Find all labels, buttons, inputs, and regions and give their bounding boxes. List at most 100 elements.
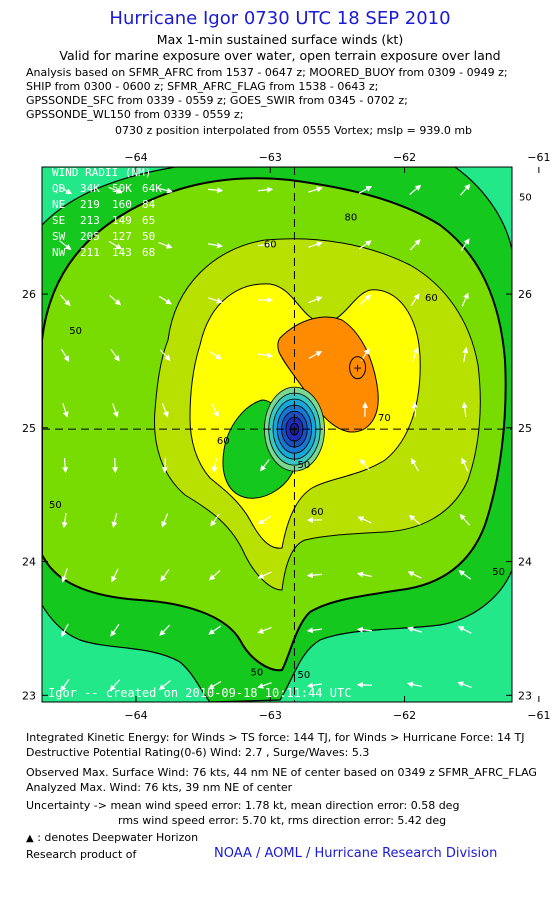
wind-arrow xyxy=(159,624,171,636)
rms-line: rms wind speed error: 5.70 kt, rms direc… xyxy=(118,814,447,827)
wind-arrow xyxy=(409,239,421,251)
wind-arrow xyxy=(111,568,119,583)
wind-arrow xyxy=(409,184,422,195)
ike-line: Integrated Kinetic Energy: for Winds > T… xyxy=(26,731,525,744)
wind-arrow xyxy=(410,293,420,307)
wind-arrows xyxy=(58,183,472,692)
wind-arrow xyxy=(258,352,274,359)
wind-arrow xyxy=(257,682,272,689)
wind-radii-header-cell: QD xyxy=(52,182,65,195)
wind-arrow xyxy=(161,457,168,474)
wind-radii-header-cell: 64K xyxy=(142,182,162,195)
wind-arrow xyxy=(210,513,220,527)
wind-arrow xyxy=(158,187,173,194)
wind-radii-header-cell: 50K xyxy=(112,182,132,195)
wind-arrow xyxy=(61,623,69,638)
wind-arrow xyxy=(108,186,123,194)
contour-label: 50 xyxy=(297,460,310,471)
created-credit: Igor -- created on 2010-09-18 10:11:44 U… xyxy=(48,686,351,700)
contour-label: 50 xyxy=(297,670,310,681)
deepwater-legend: ▲ : denotes Deepwater Horizon xyxy=(26,831,199,844)
y-tick-label: 25 xyxy=(518,422,532,435)
page-title: Hurricane Igor 0730 UTC 18 SEP 2010 xyxy=(109,8,451,29)
wind-arrow xyxy=(109,294,122,306)
x-tick-label: −61 xyxy=(527,709,550,722)
wind-arrow xyxy=(358,240,372,250)
wind-arrow xyxy=(158,241,173,249)
wind-arrow xyxy=(62,457,69,474)
wind-arrow xyxy=(260,459,270,472)
wind-arrow xyxy=(208,569,221,581)
wind-arrow xyxy=(62,403,69,418)
contour-label: 60 xyxy=(217,436,230,447)
wind-arrow xyxy=(411,401,418,418)
wind-arrow xyxy=(461,457,469,472)
wind-arrow xyxy=(111,513,118,528)
position-note: 0730 z position interpolated from 0555 V… xyxy=(115,124,473,137)
x-tick-label: −64 xyxy=(124,151,147,164)
wind-radii-cell: 127 xyxy=(112,230,132,243)
x-tick-label: −63 xyxy=(259,709,282,722)
y-tick-label: 24 xyxy=(22,556,36,569)
y-tick-label: 23 xyxy=(22,689,36,702)
analyzed-max-line: Analyzed Max. Wind: 76 kts, 39 nm NE of … xyxy=(26,781,293,794)
wind-arrow xyxy=(60,678,70,692)
wind-arrow xyxy=(461,292,469,307)
contour-label: 60 xyxy=(264,239,277,250)
wind-arrow xyxy=(359,294,372,306)
contour-label: 60 xyxy=(425,293,438,304)
y-tick-label: 26 xyxy=(518,288,532,301)
wind-arrow xyxy=(308,351,323,359)
wind-arrow xyxy=(109,679,121,692)
wind-arrow xyxy=(211,403,219,418)
contour-label: 70 xyxy=(378,413,391,424)
x-tick-label: −63 xyxy=(259,151,282,164)
wind-radii-cell: 160 xyxy=(112,198,132,211)
x-tick-label: −62 xyxy=(393,709,416,722)
wind-arrow xyxy=(110,348,120,362)
wind-arrow xyxy=(208,625,222,635)
wind-arrow xyxy=(61,568,68,583)
wind-arrow xyxy=(308,296,323,304)
wind-arrow xyxy=(461,401,468,418)
contour-label: 50 xyxy=(250,667,263,678)
research-org-link[interactable]: NOAA / AOML / Hurricane Research Divisio… xyxy=(214,846,498,861)
wind-radii-table: WIND RADII (NM) QD 34K 50K 64K NE 219 160 84 SE… xyxy=(52,166,162,259)
wind-arrow xyxy=(407,626,422,633)
wind-arrow xyxy=(208,350,222,360)
wind-radii-cell: NE xyxy=(52,198,65,211)
wind-arrow xyxy=(458,570,471,580)
wind-arrow xyxy=(158,680,171,691)
y-tick-label: 26 xyxy=(22,288,36,301)
wind-radii-header-cell: 34K xyxy=(80,182,100,195)
wind-arrow xyxy=(59,294,71,307)
x-tick-label: −64 xyxy=(124,709,147,722)
wind-arrow xyxy=(459,513,471,526)
wind-arrow xyxy=(58,185,73,195)
wind-arrow xyxy=(357,571,372,578)
contour-label: 50 xyxy=(69,326,82,337)
wind-radii-cell: 68 xyxy=(142,246,155,259)
wind-arrow xyxy=(110,623,120,637)
subtitle-winds: Max 1-min sustained surface winds (kt) xyxy=(156,32,404,47)
max-wind-contour xyxy=(349,356,367,380)
oil-platform-icon: ▲ xyxy=(26,833,34,844)
wind-arrow xyxy=(356,681,373,688)
analysis-line: Analysis based on SFMR_AFRC from 1537 - … xyxy=(26,66,508,79)
wind-arrow xyxy=(462,346,469,362)
wind-radii-row: SW 205 127 50 xyxy=(52,230,155,243)
wind-arrow xyxy=(359,458,370,471)
wind-arrow xyxy=(161,403,169,418)
wind-arrow xyxy=(412,347,419,362)
wind-arrow xyxy=(358,185,373,194)
axis-ticks: −64 −64 −63 −63 −62 −62 −61 −61 23 23 24 24 25 25 26 26 xyxy=(22,151,550,722)
wind-radii-row: NW 211 143 68 xyxy=(52,246,155,259)
wind-radii-cell: SE xyxy=(52,214,65,227)
wind-arrow xyxy=(457,681,472,689)
dpr-line: Destructive Potential Rating(0-6) Wind: … xyxy=(26,746,370,759)
subtitle-exposure: Valid for marine exposure over water, op… xyxy=(59,48,501,63)
contour-labels: 80 60 50 60 70 60 60 50 50 50 50 50 50 xyxy=(49,192,532,680)
wind-arrow xyxy=(257,186,274,193)
observed-max-line: Observed Max. Surface Wind: 76 kts, 44 n… xyxy=(26,766,537,779)
wind-arrow xyxy=(357,516,372,524)
